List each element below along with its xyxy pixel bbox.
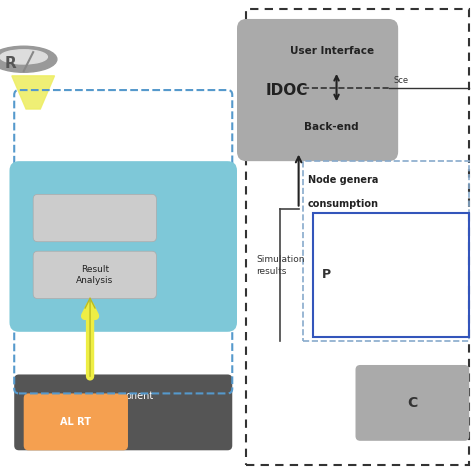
- Text: User Interface: User Interface: [290, 46, 374, 55]
- Text: C: C: [407, 396, 418, 410]
- Text: Node genera: Node genera: [308, 175, 378, 185]
- Text: IDOC: IDOC: [265, 82, 308, 98]
- FancyBboxPatch shape: [237, 19, 398, 161]
- Ellipse shape: [0, 46, 57, 73]
- Text: Simulation
results: Simulation results: [256, 255, 304, 276]
- FancyBboxPatch shape: [14, 374, 232, 450]
- Text: Back-end: Back-end: [304, 122, 359, 132]
- FancyBboxPatch shape: [9, 161, 237, 332]
- Text: R: R: [5, 56, 17, 72]
- Text: onent: onent: [126, 391, 154, 401]
- Text: P: P: [322, 268, 331, 282]
- FancyBboxPatch shape: [24, 393, 128, 450]
- Polygon shape: [12, 76, 55, 109]
- Text: Result
Analysis: Result Analysis: [76, 265, 113, 285]
- Text: AL RT: AL RT: [60, 417, 91, 427]
- Ellipse shape: [0, 50, 47, 64]
- Text: consumption: consumption: [308, 199, 379, 209]
- Text: Sce: Sce: [393, 76, 409, 85]
- FancyBboxPatch shape: [356, 365, 469, 441]
- FancyBboxPatch shape: [33, 194, 156, 242]
- FancyBboxPatch shape: [33, 251, 156, 299]
